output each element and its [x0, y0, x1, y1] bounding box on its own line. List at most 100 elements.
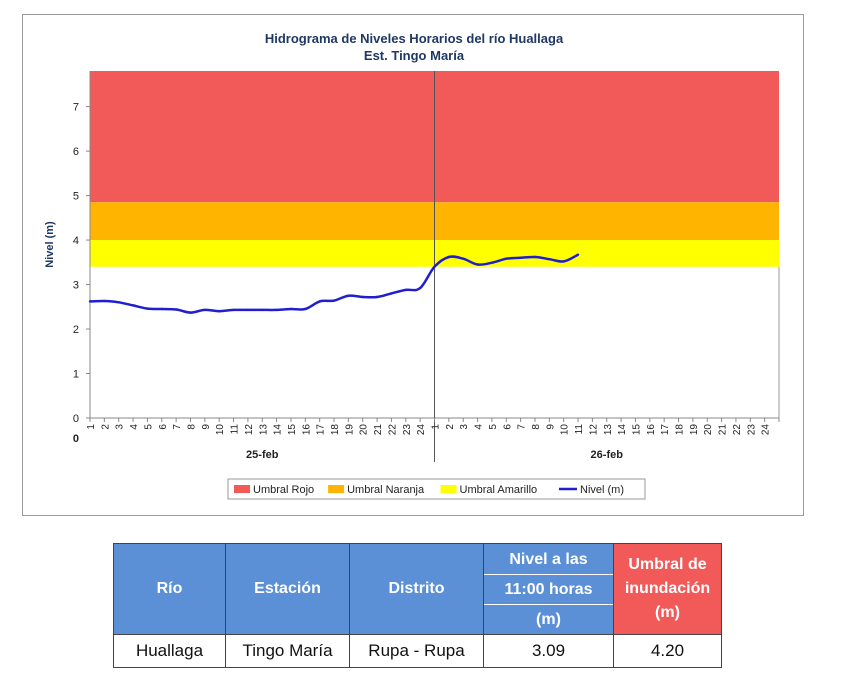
chart-frame: Hidrograma de Niveles Horarios del río H…	[22, 14, 804, 516]
legend-swatch-1	[328, 485, 345, 493]
data-point-14	[289, 307, 293, 311]
data-point-18	[347, 294, 350, 297]
data-point-20	[375, 295, 379, 299]
hour-label-44: 21	[718, 424, 729, 436]
hour-label-17: 18	[330, 424, 341, 436]
y-base-label: 0	[73, 433, 79, 445]
data-point-21	[390, 292, 393, 295]
cell-nivel: 3.09	[483, 634, 614, 668]
hour-label-5: 6	[158, 424, 169, 430]
legend-label-2: Umbral Amarillo	[460, 484, 538, 496]
hour-label-40: 17	[660, 424, 671, 436]
data-point-27	[476, 263, 479, 266]
y-tick-label-0: 0	[73, 413, 79, 425]
data-point-32	[548, 258, 551, 261]
hour-label-18: 19	[344, 424, 355, 436]
data-point-31	[533, 255, 537, 259]
data-point-11	[246, 308, 250, 312]
hour-label-37: 14	[617, 424, 628, 436]
header-nivel: Nivel a las 11:00 horas (m)	[483, 543, 614, 635]
chart-subtitle: Est. Tingo María	[363, 48, 465, 63]
hour-label-34: 11	[574, 424, 585, 435]
data-point-33	[562, 260, 565, 263]
legend-series-label-0: Nivel (m)	[580, 484, 624, 496]
data-point-0	[88, 300, 92, 303]
data-point-5	[160, 307, 163, 311]
hour-label-21: 22	[387, 424, 398, 436]
hour-label-46: 23	[746, 424, 757, 436]
hour-label-43: 20	[703, 424, 714, 436]
hour-label-27: 4	[474, 424, 485, 430]
hour-label-8: 9	[201, 424, 212, 430]
data-point-2	[117, 301, 120, 304]
header-distrito: Distrito	[349, 543, 484, 635]
hour-label-6: 7	[172, 424, 183, 430]
cell-estacion: Tingo María	[225, 634, 350, 668]
header-estacion: Estación	[225, 543, 350, 635]
data-point-13	[275, 308, 278, 312]
legend-swatch-2	[440, 485, 457, 493]
hour-label-16: 17	[316, 424, 327, 436]
hour-label-38: 15	[631, 424, 642, 436]
data-point-28	[490, 261, 494, 264]
data-point-10	[232, 308, 235, 312]
data-point-9	[218, 310, 221, 313]
hour-label-42: 19	[689, 424, 700, 436]
data-point-26	[462, 257, 465, 260]
legend-swatch-0	[234, 485, 250, 493]
hour-label-22: 23	[402, 424, 413, 436]
hour-label-29: 6	[502, 424, 513, 430]
hour-label-35: 12	[588, 424, 599, 436]
y-tick-label-6: 6	[73, 146, 79, 158]
cell-distrito: Rupa - Rupa	[349, 634, 484, 668]
data-point-30	[519, 256, 522, 259]
hour-label-41: 18	[675, 424, 686, 436]
data-point-3	[131, 304, 135, 307]
hour-label-3: 4	[129, 424, 140, 430]
hour-label-9: 10	[215, 424, 226, 436]
hour-label-15: 16	[301, 424, 312, 436]
header-nivel-line-2: 11:00 horas	[484, 573, 613, 605]
hour-label-36: 13	[603, 424, 614, 436]
legend-box	[227, 478, 646, 500]
cell-umbral: 4.20	[613, 634, 722, 668]
data-point-4	[146, 307, 149, 310]
hour-label-2: 3	[115, 424, 126, 430]
header-nivel-line-3: (m)	[536, 610, 561, 628]
hour-label-11: 12	[244, 424, 255, 436]
hour-label-4: 5	[143, 424, 154, 430]
data-point-6	[174, 308, 178, 311]
hour-label-24: 1	[431, 424, 442, 430]
data-point-16	[318, 300, 321, 303]
chart-title: Hidrograma de Niveles Horarios del río H…	[264, 31, 564, 46]
data-point-1	[103, 299, 106, 303]
data-point-15	[304, 307, 307, 311]
y-tick-label-2: 2	[73, 324, 79, 336]
data-point-24	[433, 265, 436, 268]
hour-label-23: 24	[416, 424, 427, 436]
data-point-17	[332, 299, 336, 302]
hour-label-25: 2	[445, 424, 456, 430]
hour-label-26: 3	[459, 424, 470, 430]
y-tick-label-7: 7	[73, 102, 79, 114]
data-point-12	[261, 308, 264, 312]
data-point-29	[505, 257, 508, 260]
data-point-25	[447, 255, 451, 259]
data-point-7	[189, 311, 192, 314]
header-nivel-line-1: Nivel a las	[509, 550, 588, 568]
hour-label-0: 1	[86, 424, 97, 430]
data-point-34	[576, 253, 580, 256]
day-label-1: 26-feb	[591, 449, 624, 461]
hour-label-1: 2	[100, 424, 111, 430]
y-axis-label: Nivel (m)	[44, 221, 56, 268]
table-header-row: Río Estación Distrito Nivel a las 11:00 …	[113, 543, 722, 635]
legend-label-0: Umbral Rojo	[253, 484, 314, 496]
hour-label-30: 7	[517, 424, 528, 430]
station-table: Río Estación Distrito Nivel a las 11:00 …	[113, 543, 722, 668]
day-label-0: 25-feb	[246, 449, 279, 461]
data-point-23	[418, 286, 422, 290]
hour-label-32: 9	[545, 424, 556, 430]
hour-label-31: 8	[531, 424, 542, 430]
hour-label-28: 5	[488, 424, 499, 430]
